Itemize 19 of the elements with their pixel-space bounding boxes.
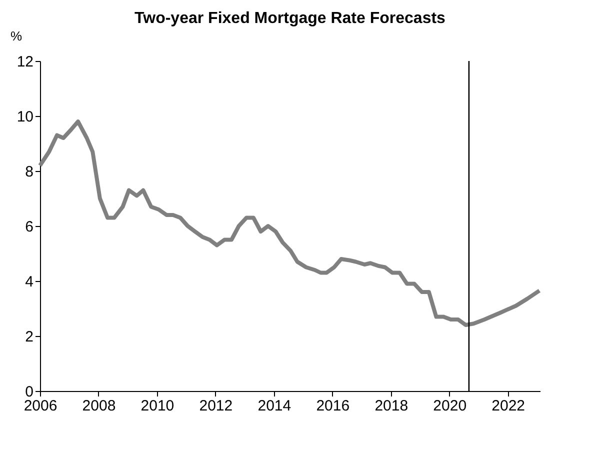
x-tick-label: 2022 [492,398,526,414]
x-tick-label: 2014 [258,398,292,414]
y-tick-label: 0 [25,384,34,400]
x-tick-label: 2016 [316,398,350,414]
y-tick-label: 2 [25,328,34,346]
x-tick-label: 2012 [199,398,233,414]
y-tick-label: 10 [16,108,34,126]
y-axis-title: % [10,28,22,44]
y-tick-label: 6 [25,218,34,236]
y-tick-label: 12 [16,54,34,70]
chart-title: Two-year Fixed Mortgage Rate Forecasts [134,10,446,27]
y-tick-label: 4 [25,274,34,290]
x-tick-label: 2010 [140,398,174,414]
x-tick-label: 2008 [82,398,116,414]
y-tick-label: 8 [25,164,34,180]
x-tick-label: 2006 [24,398,58,414]
x-tick-label: 2018 [374,398,408,414]
x-tick-label: 2020 [433,398,467,414]
line-series [38,120,542,327]
